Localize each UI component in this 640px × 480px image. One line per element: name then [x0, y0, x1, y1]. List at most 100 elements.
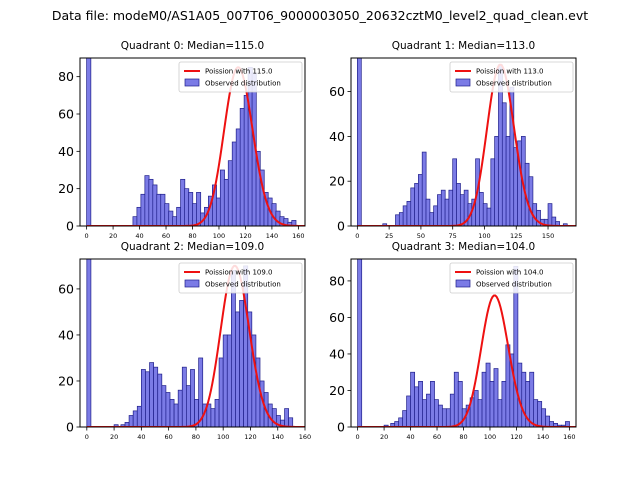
histogram-bar — [418, 174, 423, 226]
histogram-bar — [144, 175, 150, 226]
histogram-bar — [231, 141, 237, 226]
histogram-bar — [180, 178, 186, 226]
histogram-bar — [177, 389, 183, 427]
x-tick-label: 60 — [164, 433, 172, 441]
histogram-bar — [128, 415, 134, 427]
histogram-bar — [547, 203, 553, 226]
legend: Poission with 104.0 Observed distribution — [449, 262, 574, 294]
legend-box — [178, 61, 303, 93]
x-tick-label: 0 — [85, 232, 89, 240]
panel-title: Quadrant 2: Median=109.0 — [121, 241, 264, 253]
histogram-bar — [86, 259, 92, 427]
histogram-bar — [456, 183, 461, 226]
histogram-bar — [445, 408, 451, 427]
histogram-bar — [235, 311, 240, 427]
histogram-bar — [414, 183, 419, 226]
y-tick-label: 40 — [58, 144, 74, 159]
x-tick-label: 80 — [188, 232, 196, 240]
histogram-bar — [513, 147, 519, 226]
legend-label-observed: Observed distribution — [476, 80, 552, 88]
histogram-bar — [452, 158, 457, 226]
histogram-bar — [168, 210, 174, 226]
legend-box — [449, 262, 574, 294]
histogram-bar — [494, 136, 499, 226]
x-tick-label: 75 — [449, 232, 457, 240]
y-tick-label: 0 — [66, 420, 74, 435]
x-tick-label: 160 — [299, 433, 311, 441]
histogram-bars — [86, 259, 294, 427]
legend-label-poisson: Poission with 104.0 — [476, 269, 544, 277]
histogram-bar — [113, 424, 119, 427]
histogram-bar — [288, 417, 294, 427]
y-tick-label: 80 — [329, 273, 345, 288]
legend: Poission with 109.0 Observed distribution — [178, 262, 303, 294]
histogram-bar — [239, 108, 245, 226]
histogram-bar — [501, 381, 507, 427]
histogram-bar — [188, 192, 194, 226]
histogram-bars — [86, 58, 297, 226]
histogram-bar — [173, 403, 179, 427]
panel-quadrant-3: Quadrant 3: Median=104.0 0 20 40 60 80 100 120 1… — [329, 241, 577, 441]
axes-frame — [350, 57, 577, 227]
histogram-bar — [441, 408, 447, 427]
histogram-bar — [537, 401, 543, 427]
x-tick-label: 80 — [192, 433, 200, 441]
histogram-bar — [164, 203, 170, 226]
poisson-curve — [86, 66, 305, 226]
histogram-bar — [145, 371, 150, 427]
histogram-bar — [497, 399, 503, 427]
x-tick-label: 120 — [239, 232, 251, 240]
histogram-bar — [433, 205, 438, 226]
legend-label-observed: Observed distribution — [205, 281, 281, 289]
poisson-curve — [86, 264, 305, 427]
poisson-curve — [357, 294, 576, 427]
y-tick-label: 80 — [58, 69, 74, 84]
histogram-bar — [485, 362, 491, 427]
y-tick-label: 20 — [329, 174, 345, 189]
histogram-bar — [132, 410, 138, 427]
x-tick-label: 20 — [109, 232, 117, 240]
histogram-bar — [214, 399, 220, 427]
panel-title: Quadrant 0: Median=115.0 — [121, 40, 264, 52]
legend-bar-swatch — [184, 279, 200, 288]
x-tick-label: 25 — [385, 232, 393, 240]
y-tick-label: 60 — [329, 310, 345, 325]
histogram-bar — [505, 136, 511, 226]
histogram-bar — [406, 395, 412, 427]
histogram-bar — [479, 192, 484, 226]
histogram-bar — [414, 386, 419, 427]
y-tick-label: 0 — [66, 219, 74, 234]
histogram-bar — [501, 102, 507, 226]
histogram-bar — [555, 221, 560, 226]
x-tick-label: 0 — [85, 433, 89, 441]
histogram-bar — [210, 408, 216, 427]
histogram-bar — [421, 151, 427, 226]
histogram-bar — [448, 189, 454, 226]
histogram-bar — [169, 399, 175, 427]
histogram-bar — [429, 212, 435, 226]
histogram-bar — [437, 194, 442, 226]
histogram-bar — [136, 206, 142, 226]
x-tick-label: 140 — [266, 232, 278, 240]
histogram-bar — [156, 193, 162, 226]
histogram-bar — [440, 189, 446, 226]
histogram-bar — [398, 212, 404, 226]
histogram-bar — [149, 362, 154, 427]
histogram-bar — [148, 178, 154, 226]
x-tick-label: 100 — [478, 232, 490, 240]
histogram-bar — [222, 334, 228, 427]
x-tick-label: 100 — [484, 433, 496, 441]
x-tick-label: 120 — [510, 433, 522, 441]
histogram-bar — [136, 405, 142, 427]
x-tick-label: 0 — [356, 433, 360, 441]
histogram-bar — [215, 197, 221, 226]
histogram-bar — [486, 207, 492, 226]
figure-suptitle: Data file: modeM0/AS1A05_007T06_90000030… — [52, 8, 588, 23]
histogram-bar — [490, 158, 496, 226]
legend-label-poisson: Poission with 115.0 — [205, 68, 273, 76]
histogram-bar — [192, 203, 198, 226]
axes-frame — [79, 258, 306, 428]
histogram-bar — [223, 178, 229, 226]
x-tick-label: 20 — [110, 433, 118, 441]
x-tick-label: 150 — [542, 232, 554, 240]
